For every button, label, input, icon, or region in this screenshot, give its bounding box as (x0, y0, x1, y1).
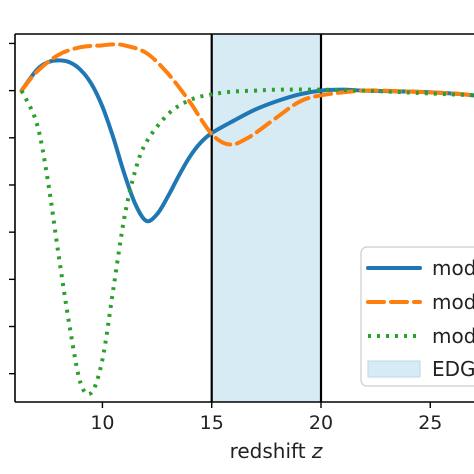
series-line-0 (19, 58, 474, 224)
legend-label-2: mod (432, 324, 474, 348)
legend-frame (360, 246, 474, 387)
legend-items: mod mod mod EDG (366, 256, 474, 381)
legend-label-0: mod (432, 256, 474, 280)
x-axis-label-variable: z (311, 439, 323, 463)
legend-label-1: mod (432, 290, 474, 314)
x-ticks: 10 15 20 25 (90, 402, 442, 434)
y-ticks (9, 42, 15, 375)
legend: mod mod mod EDG (360, 246, 474, 387)
edg-band-layer (211, 34, 321, 402)
x-tick-label-1: 15 (200, 412, 224, 434)
legend-label-3: EDG (432, 357, 474, 381)
legend-swatch-band (367, 360, 421, 378)
series-layer (19, 42, 474, 397)
x-tick-label-2: 20 (309, 412, 333, 434)
x-axis-label: redshift z (230, 439, 323, 463)
x-tick-label-0: 10 (90, 412, 114, 434)
series-line-1 (19, 42, 474, 147)
axes (14, 33, 474, 403)
edg-band (211, 34, 321, 402)
x-tick-label-3: 25 (418, 412, 442, 434)
x-axis-label-word: redshift (230, 439, 312, 463)
